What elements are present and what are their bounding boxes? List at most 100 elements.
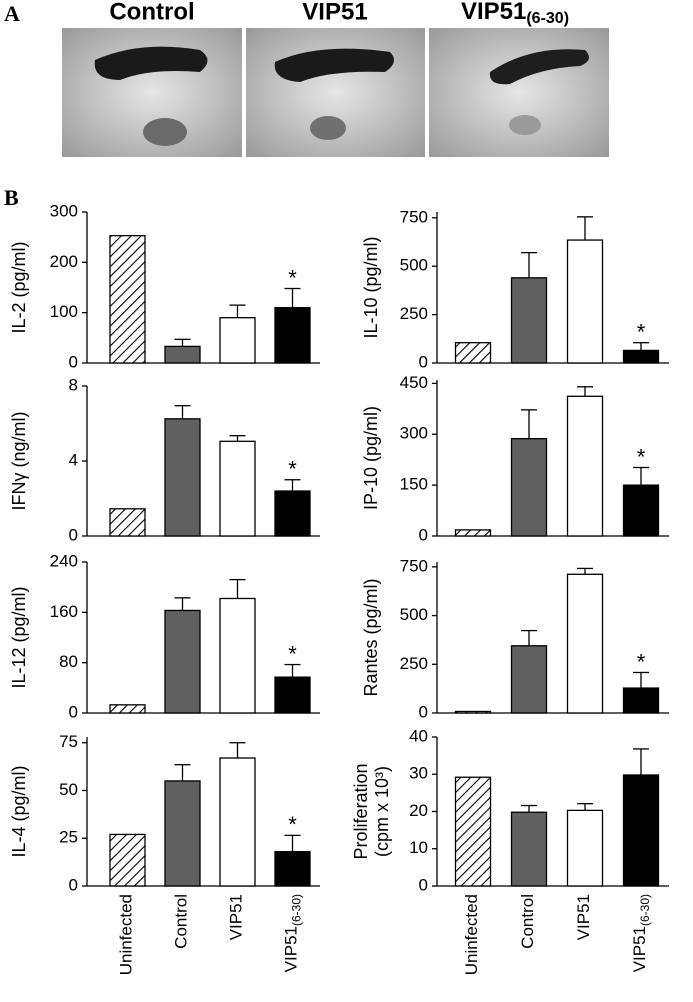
x-tick-label-main: VIP51 [227, 894, 246, 940]
bar [566, 809, 604, 887]
significance-marker: * [637, 444, 646, 469]
y-tick-label: 0 [419, 875, 428, 894]
error-bar [284, 663, 301, 678]
y-tick-label: 300 [50, 201, 78, 220]
y-tick-label: 25 [59, 828, 78, 847]
photo [62, 28, 242, 157]
x-tick-label: Control [172, 894, 191, 949]
y-tick-label: 150 [400, 475, 428, 494]
y-tick-label: 500 [400, 605, 428, 624]
photo-label: VIP51(6-30) [461, 0, 569, 27]
y-axis-label: Proliferation [351, 763, 371, 859]
error-bar [229, 435, 246, 442]
x-tick-label-main: VIP51 [282, 926, 301, 972]
x-tick-label: Uninfected [117, 894, 136, 975]
bar [164, 780, 201, 887]
x-tick-label: VIP51(6-30) [630, 894, 652, 972]
error-bar [521, 804, 537, 813]
bar [510, 645, 548, 714]
y-tick-label: 0 [69, 875, 78, 894]
error-bar [633, 466, 649, 486]
photo [429, 28, 609, 157]
y-tick-label: 100 [50, 302, 78, 321]
x-tick-label-main: Control [518, 894, 537, 949]
y-tick-label: 10 [409, 838, 428, 857]
bar [219, 597, 256, 714]
error-bar [174, 764, 191, 781]
significance-marker: * [637, 319, 646, 344]
bar [219, 440, 256, 537]
bar [164, 345, 201, 364]
x-tick-label: Uninfected [462, 894, 481, 975]
y-tick-label: 200 [50, 252, 78, 271]
y-tick-label: 500 [400, 256, 428, 275]
y-tick-label: 0 [69, 525, 78, 544]
panel-label: B [4, 185, 19, 210]
bar [622, 349, 660, 364]
bar [219, 317, 256, 364]
significance-marker: * [288, 457, 297, 482]
error-bar [229, 578, 246, 599]
error-bar [633, 671, 649, 689]
error-bar [577, 216, 593, 241]
x-tick-label: VIP51(6-30) [282, 894, 304, 972]
bar [454, 776, 492, 887]
error-bar [633, 342, 649, 351]
y-tick-label: 20 [409, 801, 428, 820]
y-axis-label: (cpm x 10³) [372, 766, 392, 857]
error-bar [174, 405, 191, 419]
y-axis-label: IL-2 (pg/ml) [9, 241, 29, 333]
y-axis-label: IFNγ (ng/ml) [9, 412, 29, 511]
x-tick-label: VIP51 [227, 894, 246, 940]
photo-label: Control [109, 0, 194, 25]
y-tick-label: 50 [59, 780, 78, 799]
bar [274, 306, 311, 364]
significance-marker: * [288, 641, 297, 666]
error-bar [284, 287, 301, 308]
x-tick-label-subscript: (6-30) [638, 894, 652, 926]
error-bar [577, 803, 593, 811]
photo [246, 28, 425, 157]
bar [109, 704, 146, 714]
photo-label-subscript: (6-30) [526, 10, 569, 27]
significance-marker: * [637, 649, 646, 674]
y-tick-label: 250 [400, 654, 428, 673]
x-tick-label-main: Uninfected [117, 894, 136, 975]
error-bar [521, 629, 537, 646]
y-tick-label: 160 [50, 602, 78, 621]
bar [164, 418, 201, 537]
y-axis-label: IL-12 (pg/ml) [9, 586, 29, 688]
panel-label: A [4, 1, 20, 26]
bar [622, 687, 660, 714]
significance-marker: * [288, 812, 297, 837]
bar [566, 239, 604, 364]
y-axis-label: IL-4 (pg/ml) [9, 765, 29, 857]
bar [454, 342, 492, 364]
significance-marker: * [288, 265, 297, 290]
error-bar [521, 409, 537, 439]
x-tick-label-main: VIP51 [574, 894, 593, 940]
y-tick-label: 80 [59, 652, 78, 671]
bar [510, 277, 548, 364]
y-tick-label: 75 [59, 732, 78, 751]
y-tick-label: 240 [50, 551, 78, 570]
y-tick-label: 30 [409, 764, 428, 783]
y-tick-label: 250 [400, 304, 428, 323]
bar [454, 710, 492, 714]
y-axis-label: Rantes (pg/ml) [361, 578, 381, 696]
y-tick-label: 0 [419, 702, 428, 721]
x-tick-label: Control [518, 894, 537, 949]
bar [510, 811, 548, 887]
bar [109, 833, 146, 887]
y-axis-label: IP-10 (pg/ml) [361, 406, 381, 510]
bar [274, 850, 311, 887]
x-tick-label-main: Control [172, 894, 191, 949]
bar [164, 609, 201, 714]
y-tick-label: 450 [400, 373, 428, 392]
bar [566, 573, 604, 714]
y-tick-label: 0 [69, 352, 78, 371]
bar [510, 438, 548, 537]
x-tick-label-subscript: (6-30) [290, 894, 304, 926]
